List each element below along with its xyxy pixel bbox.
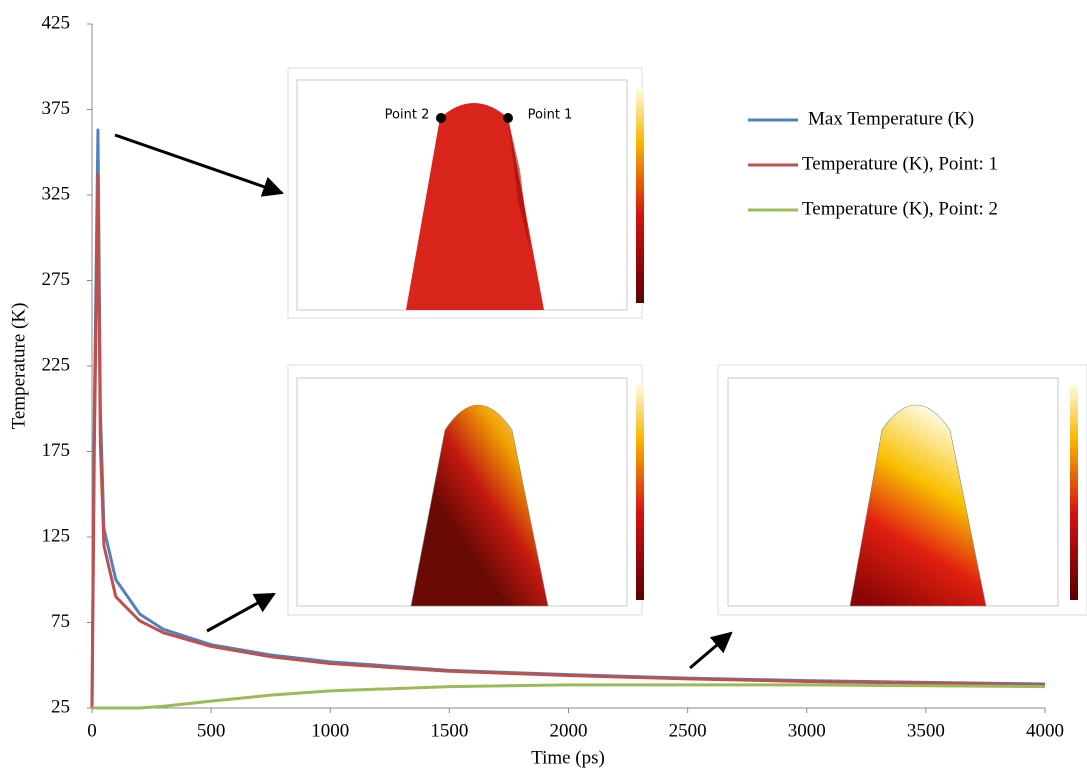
x-tick-label: 2000 <box>550 720 588 741</box>
x-tick-label: 4000 <box>1026 720 1064 741</box>
y-tick-label: 375 <box>42 98 71 119</box>
legend-label: Temperature (K), Point: 2 <box>802 198 998 219</box>
legend-label: Max Temperature (K) <box>808 108 974 129</box>
y-tick-label: 25 <box>51 696 70 717</box>
x-tick-label: 1500 <box>430 720 468 741</box>
x-tick-label: 2500 <box>669 720 707 741</box>
series-line <box>92 683 1046 710</box>
inset-1 <box>287 67 644 319</box>
y-tick-label: 125 <box>42 525 71 546</box>
x-tick-label: 3000 <box>788 720 826 741</box>
x-axis-label: Time (ps) <box>531 747 605 768</box>
x-tick-label: 1000 <box>311 720 349 741</box>
y-tick-label: 175 <box>42 440 71 461</box>
legend-label: Temperature (K), Point: 1 <box>802 153 998 174</box>
y-tick-label: 275 <box>42 269 71 290</box>
x-tick-label: 0 <box>87 720 97 741</box>
y-tick-label: 425 <box>42 12 71 33</box>
y-tick-label: 325 <box>42 183 71 204</box>
inset-3 <box>717 364 1087 616</box>
x-tick-label: 500 <box>197 720 226 741</box>
annotation: Point 1 <box>528 108 573 123</box>
y-axis-label: Temperature (K) <box>8 303 29 430</box>
annotation: Point 2 <box>385 108 430 123</box>
inset-2 <box>287 364 644 616</box>
y-tick-label: 225 <box>42 354 71 375</box>
y-tick-label: 75 <box>51 611 70 632</box>
x-tick-label: 3500 <box>907 720 945 741</box>
arrows <box>114 133 733 670</box>
series-line <box>90 172 1046 709</box>
